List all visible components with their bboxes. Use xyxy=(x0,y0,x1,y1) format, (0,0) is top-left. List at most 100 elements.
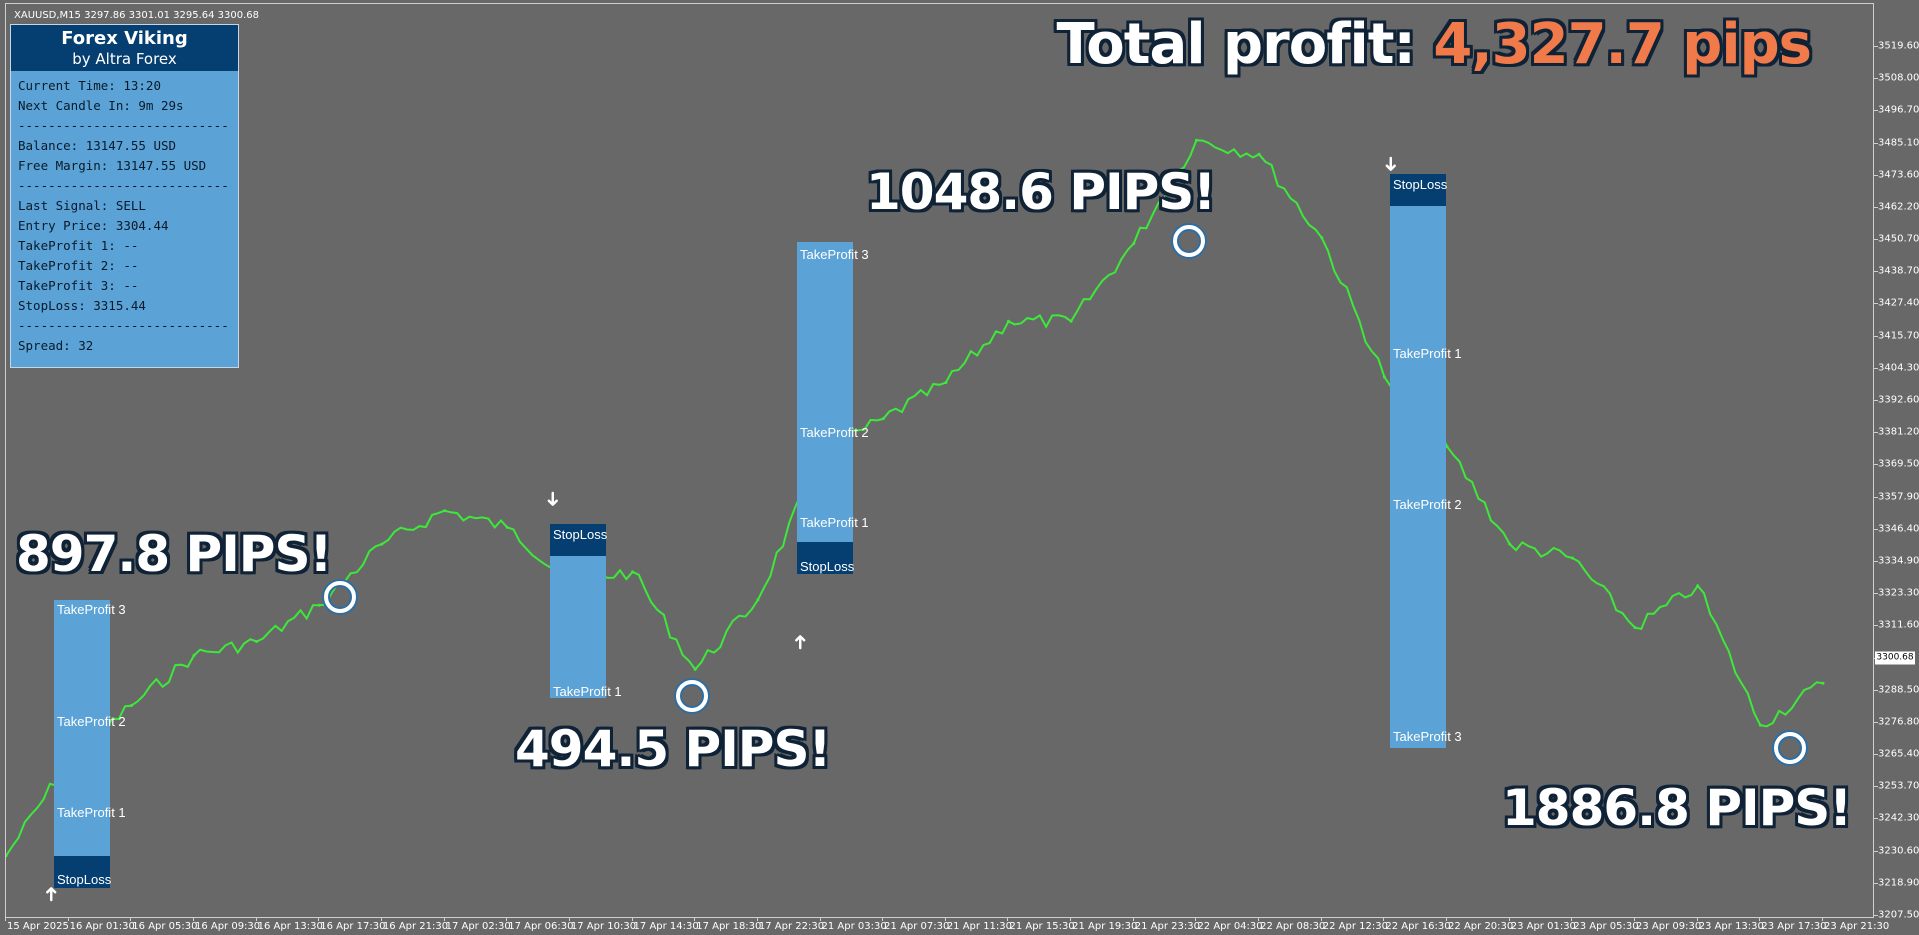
price-tick-label: 3496.70 xyxy=(1878,104,1919,116)
stop-loss-label: StopLoss xyxy=(1393,177,1448,192)
price-tick-label: 3485.10 xyxy=(1878,137,1919,149)
price-tickmark xyxy=(1874,239,1878,241)
balance: Balance: 13147.55 USD xyxy=(18,138,177,153)
time-tickmark xyxy=(1070,918,1072,921)
price-point xyxy=(380,542,384,546)
price-tickmark xyxy=(1874,721,1878,723)
price-tick-label: 3369.50 xyxy=(1878,458,1919,470)
price-tickmark xyxy=(1874,367,1878,369)
take-profit-1-label: TakeProfit 1 xyxy=(57,805,126,820)
price-tick-label: 3427.40 xyxy=(1878,297,1919,309)
price-tickmark xyxy=(1874,400,1878,402)
time-tickmark xyxy=(5,918,6,921)
take-profit-1-label: TakeProfit 1 xyxy=(800,515,869,530)
price-tickmark xyxy=(1874,689,1878,691)
buy-arrow-icon: ➜ xyxy=(787,633,812,651)
time-tick-label: 21 Apr 03:30 xyxy=(821,921,887,932)
time-tickmark xyxy=(1132,918,1134,921)
current-time: Current Time: 13:20 xyxy=(18,78,161,93)
stop-loss-label: StopLoss xyxy=(57,872,112,887)
price-point xyxy=(1696,584,1700,588)
price-point xyxy=(1758,723,1762,727)
price-tickmark xyxy=(1874,754,1878,756)
take-profit-2-label: TakeProfit 2 xyxy=(800,425,869,440)
buy-arrow-icon: ➜ xyxy=(38,885,63,903)
time-tickmark xyxy=(67,918,69,921)
price-tickmark xyxy=(1874,206,1878,208)
trade-box-4: StopLoss TakeProfit 1 TakeProfit 2 TakeP… xyxy=(1390,174,1462,748)
take-profit-3: TakeProfit 3: -- xyxy=(18,278,139,293)
price-tickmark xyxy=(1874,818,1878,820)
price-point xyxy=(1570,556,1574,560)
price-point xyxy=(1821,681,1825,685)
chart-area[interactable]: XAUUSD,M15 3297.86 3301.01 3295.64 3300.… xyxy=(5,3,1874,918)
price-tick-label: 3415.70 xyxy=(1878,330,1919,342)
time-tick-label: 16 Apr 17:30 xyxy=(320,921,386,932)
price-tickmark xyxy=(1874,560,1878,562)
price-tickmark xyxy=(1874,271,1878,273)
stop-loss-label: StopLoss xyxy=(800,559,855,574)
time-tick-label: 17 Apr 22:30 xyxy=(758,921,825,932)
time-tickmark xyxy=(1571,918,1573,921)
time-tickmark xyxy=(1258,918,1260,921)
price-tick-label: 3288.50 xyxy=(1878,684,1919,696)
time-tickmark xyxy=(255,918,257,921)
take-profit-zone xyxy=(54,600,110,856)
price-tickmark xyxy=(1874,528,1878,530)
price-tick-label: 3404.30 xyxy=(1878,362,1919,374)
sell-arrow-icon: ➜ xyxy=(1379,155,1404,173)
time-tickmark xyxy=(318,918,320,921)
pips-label: 897.8 PIPS! xyxy=(16,525,332,583)
price-tick-label: 3519.60 xyxy=(1878,40,1919,52)
take-profit-1: TakeProfit 1: -- xyxy=(18,238,139,253)
price-tick-label: 3438.70 xyxy=(1878,265,1919,277)
price-point xyxy=(1257,152,1261,156)
time-tick-label: 22 Apr 12:30 xyxy=(1322,921,1388,932)
time-tick-label: 16 Apr 01:30 xyxy=(69,921,135,932)
price-tick-label: 3450.70 xyxy=(1878,233,1919,245)
free-margin: Free Margin: 13147.55 USD xyxy=(18,158,207,173)
target-circle xyxy=(1774,732,1806,764)
price-axis[interactable]: 3519.60 3508.00 3496.70 3485.10 3473.60 3462.… xyxy=(1874,3,1919,921)
take-profit-zone xyxy=(1390,206,1446,748)
take-profit-2: TakeProfit 2: -- xyxy=(18,258,139,273)
time-tickmark xyxy=(192,918,194,921)
take-profit-2-label: TakeProfit 2 xyxy=(1393,497,1462,512)
price-point xyxy=(255,640,259,643)
price-point xyxy=(505,525,509,529)
price-tick-label: 3462.20 xyxy=(1878,201,1919,213)
price-tick-label: 3323.30 xyxy=(1878,587,1919,599)
price-tickmark xyxy=(1874,850,1878,852)
time-tick-label: 16 Apr 21:30 xyxy=(382,921,449,932)
price-point xyxy=(6,854,8,858)
info-panel: Forex Viking by Altra Forex Current Time… xyxy=(10,24,239,368)
time-axis[interactable]: 15 Apr 2025 16 Apr 01:30 16 Apr 05:30 16 Ap… xyxy=(5,918,1889,935)
time-tick-label: 22 Apr 08:30 xyxy=(1260,921,1326,932)
time-tick-label: 15 Apr 2025 xyxy=(7,921,69,932)
take-profit-zone xyxy=(797,242,853,542)
time-tick-label: 23 Apr 21:30 xyxy=(1824,921,1890,932)
current-price-tag: 3300.68 xyxy=(1875,651,1915,665)
price-tick-label: 3230.60 xyxy=(1878,845,1919,857)
price-point xyxy=(443,509,447,513)
panel-divider: ----------------------------- xyxy=(18,178,231,193)
trade-box-3: TakeProfit 3 TakeProfit 2 TakeProfit 1 S… xyxy=(797,242,869,574)
time-tickmark xyxy=(1195,918,1197,921)
price-point xyxy=(1320,236,1324,240)
price-point xyxy=(129,704,133,708)
total-profit-headline: Total profit: 4,327.7 pips xyxy=(1057,10,1812,80)
time-tickmark xyxy=(1007,918,1009,921)
price-point xyxy=(1132,241,1136,245)
time-tickmark xyxy=(568,918,570,921)
pips-label: 1048.6 PIPS! xyxy=(866,163,1216,221)
price-tick-label: 3334.90 xyxy=(1878,555,1919,567)
price-tick-label: 3242.30 xyxy=(1878,812,1919,824)
time-tickmark xyxy=(506,918,508,921)
time-tick-label: 16 Apr 09:30 xyxy=(194,921,261,932)
time-tickmark xyxy=(443,918,445,921)
price-tick-label: 3253.70 xyxy=(1878,780,1919,792)
time-tick-label: 17 Apr 10:30 xyxy=(570,921,637,932)
price-point xyxy=(1007,319,1010,323)
stop-loss-zone xyxy=(550,524,606,556)
time-tick-label: 22 Apr 04:30 xyxy=(1197,921,1263,932)
